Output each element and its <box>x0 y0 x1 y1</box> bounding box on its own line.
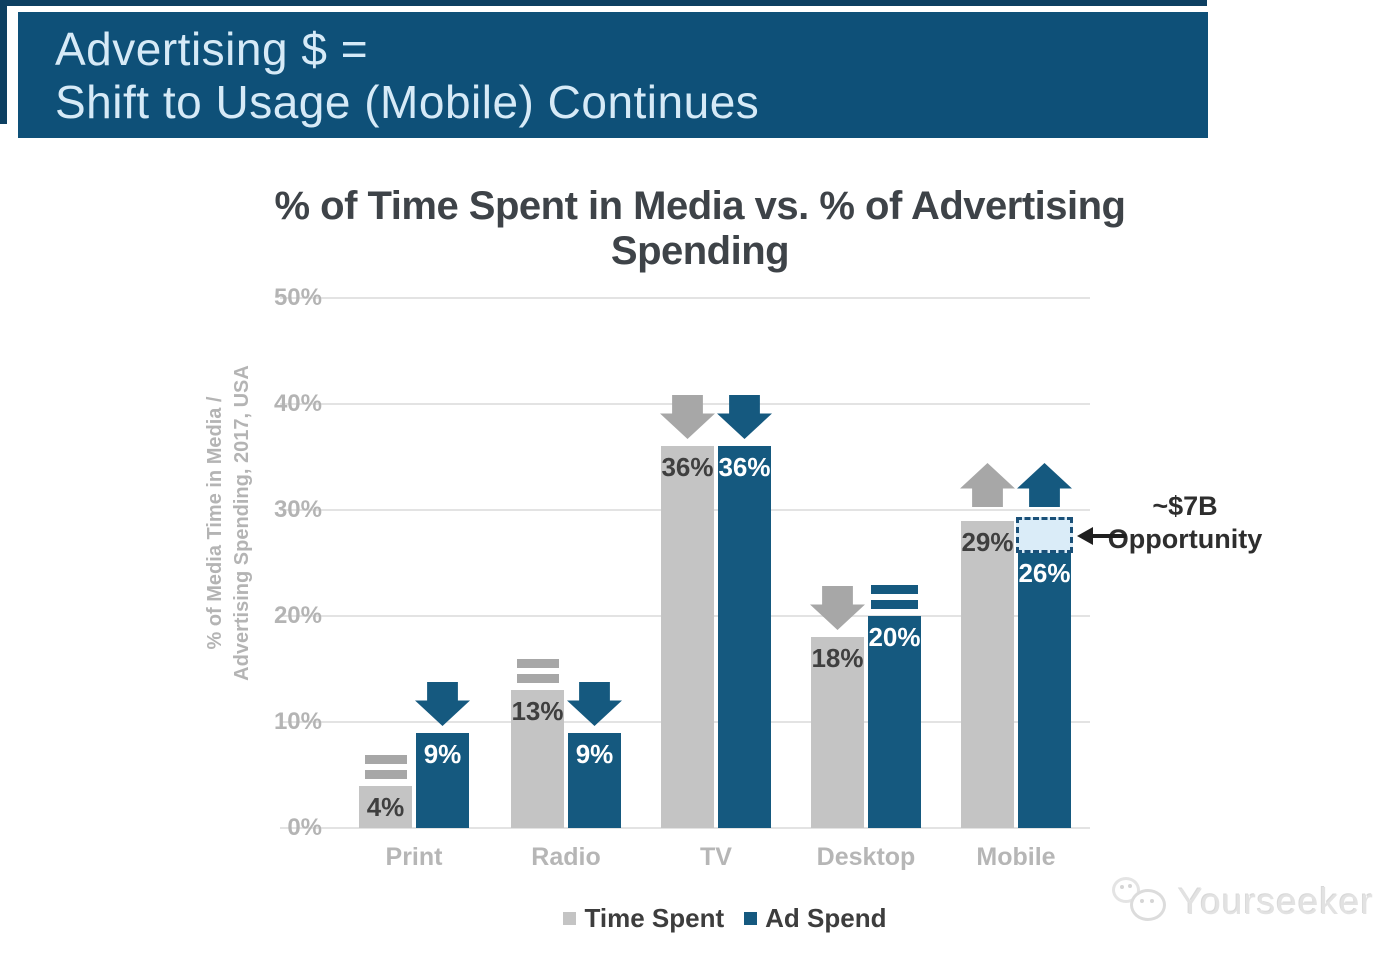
slide-header: Advertising $ = Shift to Usage (Mobile) … <box>18 12 1208 138</box>
chat-bubbles-icon <box>1112 877 1168 927</box>
bar-time-spent-radio <box>511 690 564 828</box>
y-tick-20%: 20% <box>273 602 322 629</box>
annotation-arrow-head-icon <box>1077 527 1093 545</box>
trend-arrow-down-icon-ad-spend-radio <box>567 682 622 726</box>
bar-time-spent-mobile <box>961 521 1014 828</box>
bar-value-ad-spend-print: 9% <box>423 739 462 769</box>
trend-arrow-up-icon-time-spent-mobile <box>960 463 1015 507</box>
trend-arrow-down-icon-time-spent-desktop <box>810 586 865 630</box>
trend-arrow-up-icon-ad-spend-mobile <box>1017 463 1072 507</box>
opportunity-value: ~$7B <box>1152 491 1218 521</box>
trend-equals-icon-time-spent-radio <box>516 659 559 689</box>
y-tick-0%: 0% <box>287 814 322 841</box>
trend-arrow-down-icon-ad-spend-tv <box>717 395 772 439</box>
y-tick-50%: 50% <box>273 284 322 311</box>
header-line-2: Shift to Usage (Mobile) Continues <box>55 76 760 128</box>
trend-equals-icon-time-spent-print <box>364 755 407 785</box>
trend-equals-icon-ad-spend-desktop <box>871 585 918 615</box>
trend-arrow-down-icon-ad-spend-print <box>415 682 470 726</box>
bar-time-spent-print <box>359 786 412 828</box>
legend-item-time-spent: Time Spent <box>563 903 724 934</box>
header-line-1: Advertising $ = <box>55 23 369 75</box>
legend-label-time-spent: Time Spent <box>584 903 725 933</box>
category-label-desktop: Desktop <box>816 843 916 871</box>
bar-value-ad-spend-radio: 9% <box>575 739 614 769</box>
category-label-mobile: Mobile <box>976 843 1056 871</box>
watermark-text: Yourseeker <box>1178 881 1374 922</box>
bar-ad-spend-print <box>416 733 469 828</box>
bar-ad-spend-tv <box>718 446 771 828</box>
bar-value-ad-spend-mobile: 26% <box>1018 558 1071 588</box>
watermark: Yourseeker <box>1112 870 1392 934</box>
bar-time-spent-tv <box>661 446 714 828</box>
annotation-arrow-line <box>1092 534 1126 538</box>
gridline-50% <box>280 297 1090 299</box>
bar-ad-spend-mobile <box>1018 552 1071 828</box>
time-spent-swatch-icon <box>563 912 577 925</box>
opportunity-box <box>1016 517 1073 553</box>
category-label-radio: Radio <box>531 843 601 871</box>
opportunity-annotation: ~$7B Opportunity <box>1100 490 1270 556</box>
bar-value-time-spent-mobile: 29% <box>961 527 1014 557</box>
ad-spend-swatch-icon <box>744 912 758 925</box>
trend-arrow-down-icon-time-spent-tv <box>660 395 715 439</box>
legend-item-ad-spend: Ad Spend <box>744 903 887 934</box>
frame-edge-left <box>0 0 7 124</box>
bar-ad-spend-radio <box>568 733 621 828</box>
category-label-print: Print <box>385 843 443 871</box>
y-tick-40%: 40% <box>273 390 322 417</box>
opportunity-label: Opportunity <box>1107 524 1263 554</box>
legend-label-ad-spend: Ad Spend <box>765 903 887 933</box>
y-tick-10%: 10% <box>273 708 322 735</box>
bar-time-spent-desktop <box>811 637 864 828</box>
legend: Time Spent Ad Spend <box>540 903 910 934</box>
bar-value-ad-spend-tv: 36% <box>718 452 771 482</box>
gridline-0% <box>280 827 1090 829</box>
frame-edge-top <box>0 0 1207 6</box>
bar-value-time-spent-radio: 13% <box>511 696 564 726</box>
bar-ad-spend-desktop <box>868 616 921 828</box>
bar-value-time-spent-print: 4% <box>366 792 405 822</box>
y-tick-30%: 30% <box>273 496 322 523</box>
bar-value-time-spent-tv: 36% <box>661 452 714 482</box>
chart-title: % of Time Spent in Media vs. % of Advert… <box>274 184 1126 273</box>
category-label-tv: TV <box>700 843 732 871</box>
bar-value-time-spent-desktop: 18% <box>811 643 864 673</box>
bar-value-ad-spend-desktop: 20% <box>868 622 921 652</box>
